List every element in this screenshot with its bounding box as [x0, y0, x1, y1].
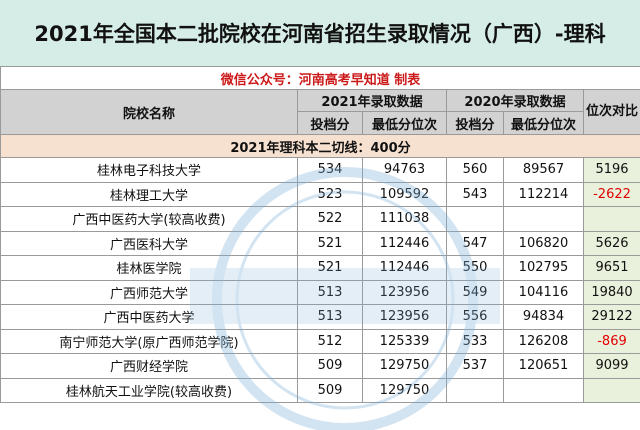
rank-2021: 125339: [363, 329, 447, 354]
rank-2021: 123956: [363, 280, 447, 305]
header-rank-2021: 最低分位次: [363, 112, 447, 135]
rank-2020: 112214: [504, 182, 584, 207]
rank-2020: 106820: [504, 231, 584, 256]
school-name: 广西师范大学: [1, 280, 298, 305]
score-2020: 560: [447, 158, 504, 183]
header-rank-diff: 位次对比: [584, 90, 640, 135]
score-2021: 509: [298, 354, 363, 379]
school-name: 桂林理工大学: [1, 182, 298, 207]
rank-2020: 120651: [504, 354, 584, 379]
rank-2020: 89567: [504, 158, 584, 183]
cutoff-line: 2021年理科本二切线：400分: [1, 135, 640, 158]
score-2020: 543: [447, 182, 504, 207]
header-rank-2020: 最低分位次: [504, 112, 584, 135]
header-score-2020: 投档分: [447, 112, 504, 135]
rank-diff: 5196: [584, 158, 640, 183]
page-title: 2021年全国本二批院校在河南省招生录取情况（广西）-理科: [0, 0, 640, 66]
subtitle-row: 微信公众号：河南高考早知道 制表: [1, 67, 640, 90]
score-2021: 521: [298, 256, 363, 281]
rank-2021: 129750: [363, 378, 447, 403]
rank-diff: [584, 378, 640, 403]
rank-2021: 112446: [363, 231, 447, 256]
rank-diff: 29122: [584, 305, 640, 330]
header-school: 院校名称: [1, 90, 298, 135]
score-2021: 522: [298, 207, 363, 232]
score-2021: 509: [298, 378, 363, 403]
score-2021: 523: [298, 182, 363, 207]
school-name: 桂林医学院: [1, 256, 298, 281]
rank-2020: [504, 207, 584, 232]
rank-2021: 129750: [363, 354, 447, 379]
rank-2021: 109592: [363, 182, 447, 207]
score-2020: 547: [447, 231, 504, 256]
school-name: 广西医科大学: [1, 231, 298, 256]
rank-2020: 94834: [504, 305, 584, 330]
score-2021: 513: [298, 280, 363, 305]
school-name: 广西中医药大学: [1, 305, 298, 330]
cutoff-row: 2021年理科本二切线：400分: [1, 135, 640, 158]
rank-2021: 123956: [363, 305, 447, 330]
header-row-1: 院校名称 2021年录取数据 2020年录取数据 位次对比: [1, 90, 640, 112]
rank-diff: 9099: [584, 354, 640, 379]
rank-diff: 5626: [584, 231, 640, 256]
score-2021: 534: [298, 158, 363, 183]
admission-table: 微信公众号：河南高考早知道 制表 院校名称 2021年录取数据 2020年录取数…: [0, 66, 640, 403]
school-name: 广西财经学院: [1, 354, 298, 379]
school-name: 广西中医药大学(较高收费): [1, 207, 298, 232]
score-2020: 556: [447, 305, 504, 330]
rank-diff: 9651: [584, 256, 640, 281]
school-name: 桂林电子科技大学: [1, 158, 298, 183]
score-2020: [447, 207, 504, 232]
header-2021: 2021年录取数据: [298, 90, 447, 112]
rank-2020: 126208: [504, 329, 584, 354]
rank-2021: 94763: [363, 158, 447, 183]
rank-2021: 112446: [363, 256, 447, 281]
rank-2020: 104116: [504, 280, 584, 305]
rank-diff: 19840: [584, 280, 640, 305]
rank-2020: 102795: [504, 256, 584, 281]
school-name: 桂林航天工业学院(较高收费): [1, 378, 298, 403]
header-2020: 2020年录取数据: [447, 90, 584, 112]
score-2020: 537: [447, 354, 504, 379]
score-2021: 512: [298, 329, 363, 354]
rank-diff: [584, 207, 640, 232]
score-2020: [447, 378, 504, 403]
subtitle: 微信公众号：河南高考早知道 制表: [1, 67, 640, 90]
score-2020: 533: [447, 329, 504, 354]
score-2021: 521: [298, 231, 363, 256]
rank-2021: 111038: [363, 207, 447, 232]
rank-diff: -869: [584, 329, 640, 354]
school-name: 南宁师范大学(原广西师范学院): [1, 329, 298, 354]
rank-2020: [504, 378, 584, 403]
header-score-2021: 投档分: [298, 112, 363, 135]
score-2020: 550: [447, 256, 504, 281]
rank-diff: -2622: [584, 182, 640, 207]
score-2020: 549: [447, 280, 504, 305]
score-2021: 513: [298, 305, 363, 330]
